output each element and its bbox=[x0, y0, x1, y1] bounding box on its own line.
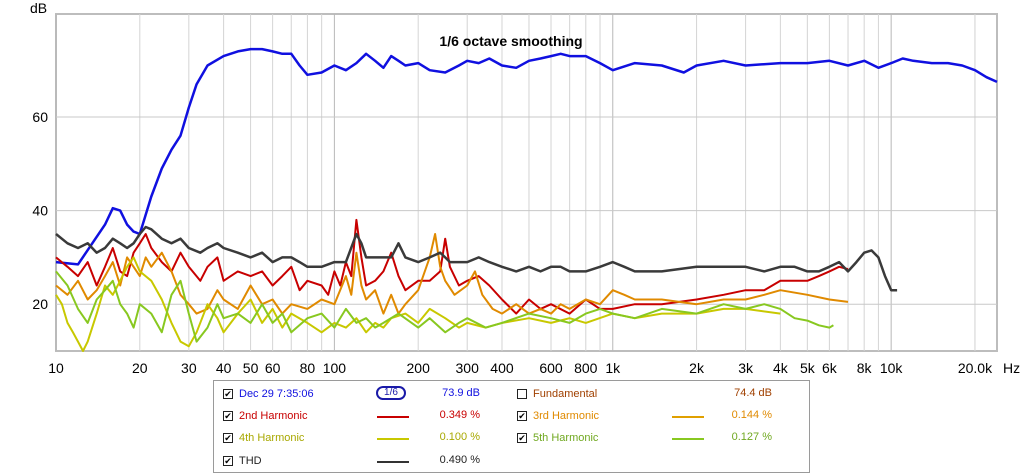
2nd-harmonic-checkbox[interactable]: ✔ bbox=[223, 410, 233, 421]
4th-harmonic-label: 4th Harmonic bbox=[239, 432, 305, 444]
x-tick-label-18: 6k bbox=[822, 360, 838, 376]
series-line-4 bbox=[55, 270, 834, 343]
x-tick-label-7: 100 bbox=[323, 360, 347, 376]
x-tick-label-1: 20 bbox=[132, 360, 148, 376]
thd-swatch bbox=[377, 461, 409, 463]
chart-title: 1/6 octave smoothing bbox=[439, 33, 582, 49]
plot-area bbox=[55, 13, 998, 352]
x-tick-label-2: 30 bbox=[181, 360, 197, 376]
series-lines bbox=[55, 47, 998, 352]
legend-item-3rd-harmonic[interactable]: ✔ 3rd Harmonic bbox=[517, 408, 599, 424]
2nd-harmonic-value: 0.349 % bbox=[439, 409, 480, 421]
series-line-0 bbox=[55, 47, 998, 266]
fundamental-label: Fundamental bbox=[533, 388, 598, 400]
2nd-harmonic-swatch bbox=[377, 416, 409, 418]
x-tick-label-15: 3k bbox=[738, 360, 754, 376]
thd-value: 0.490 % bbox=[439, 454, 480, 466]
y-tick-label-1: 40 bbox=[32, 203, 48, 219]
frequency-response-chart: 1/6 octave smoothing dB Hz 20 40 60 10 20 30… bbox=[30, 0, 1020, 376]
legend-item-2nd-harmonic[interactable]: ✔ 2nd Harmonic bbox=[223, 408, 307, 424]
x-tick-label-6: 80 bbox=[300, 360, 316, 376]
series-line-5 bbox=[55, 225, 898, 292]
legend-item-measurement[interactable]: ✔ Dec 29 7:35:06 bbox=[223, 386, 314, 402]
5th-harmonic-swatch bbox=[672, 438, 704, 440]
x-tick-labels: 10 20 30 40 50 60 80 100 200 300 400 600 800 1k 2k 3k 4k… bbox=[48, 360, 993, 376]
x-tick-label-21: 20.0k bbox=[958, 360, 993, 376]
x-tick-label-12: 800 bbox=[574, 360, 598, 376]
x-tick-label-0: 10 bbox=[48, 360, 64, 376]
y-axis-label: dB bbox=[30, 0, 47, 16]
smoothing-button[interactable]: 1/6 bbox=[376, 386, 406, 400]
thd-checkbox[interactable]: ✔ bbox=[223, 455, 233, 466]
3rd-harmonic-checkbox[interactable]: ✔ bbox=[517, 410, 527, 421]
5th-harmonic-checkbox[interactable]: ✔ bbox=[517, 432, 527, 443]
x-tick-label-9: 300 bbox=[456, 360, 480, 376]
legend-item-4th-harmonic[interactable]: ✔ 4th Harmonic bbox=[223, 430, 304, 446]
series-line-2 bbox=[55, 233, 849, 315]
x-tick-label-19: 8k bbox=[857, 360, 873, 376]
x-tick-label-4: 50 bbox=[243, 360, 259, 376]
4th-harmonic-swatch bbox=[377, 438, 409, 440]
x-tick-label-3: 40 bbox=[216, 360, 232, 376]
x-tick-label-10: 400 bbox=[490, 360, 514, 376]
legend-panel: ✔ Dec 29 7:35:06 1/6 73.9 dB Fundamental… bbox=[213, 380, 810, 473]
4th-harmonic-value: 0.100 % bbox=[439, 431, 480, 443]
y-tick-label-0: 20 bbox=[32, 296, 48, 312]
x-tick-label-20: 10k bbox=[880, 360, 904, 376]
3rd-harmonic-swatch bbox=[672, 416, 704, 418]
x-tick-label-5: 60 bbox=[265, 360, 281, 376]
y-tick-labels: 20 40 60 bbox=[32, 109, 48, 312]
y-tick-label-2: 60 bbox=[32, 109, 48, 125]
x-tick-label-8: 200 bbox=[407, 360, 431, 376]
measurement-value: 73.9 dB bbox=[442, 387, 480, 399]
x-tick-label-13: 1k bbox=[605, 360, 621, 376]
x-tick-label-16: 4k bbox=[773, 360, 789, 376]
4th-harmonic-checkbox[interactable]: ✔ bbox=[223, 432, 233, 443]
3rd-harmonic-value: 0.144 % bbox=[731, 409, 772, 421]
thd-label: THD bbox=[239, 455, 262, 467]
series-line-1 bbox=[55, 218, 849, 315]
x-axis-unit: Hz bbox=[1003, 360, 1020, 376]
legend-item-thd[interactable]: ✔ THD bbox=[223, 453, 262, 469]
measurement-checkbox[interactable]: ✔ bbox=[223, 388, 233, 399]
legend-item-5th-harmonic[interactable]: ✔ 5th Harmonic bbox=[517, 430, 598, 446]
legend-item-fundamental[interactable]: Fundamental bbox=[517, 386, 597, 402]
fundamental-checkbox[interactable] bbox=[517, 389, 527, 399]
x-tick-label-11: 600 bbox=[539, 360, 563, 376]
2nd-harmonic-label: 2nd Harmonic bbox=[239, 410, 308, 422]
x-tick-label-17: 5k bbox=[800, 360, 816, 376]
5th-harmonic-label: 5th Harmonic bbox=[533, 432, 599, 444]
5th-harmonic-value: 0.127 % bbox=[731, 431, 772, 443]
x-tick-label-14: 2k bbox=[689, 360, 705, 376]
fundamental-value: 74.4 dB bbox=[734, 387, 772, 399]
measurement-label: Dec 29 7:35:06 bbox=[239, 388, 314, 400]
3rd-harmonic-label: 3rd Harmonic bbox=[533, 410, 600, 422]
